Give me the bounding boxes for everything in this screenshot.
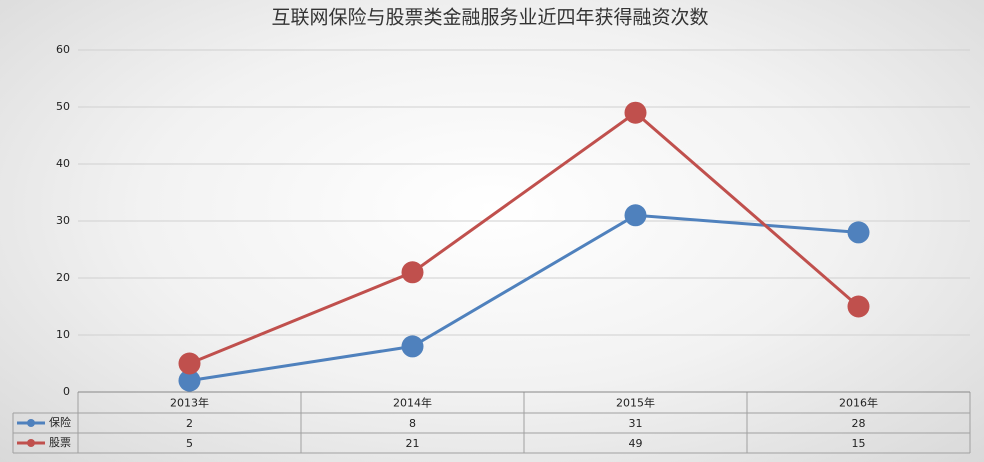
data-point: [401, 335, 424, 358]
y-tick-label: 20: [56, 271, 70, 284]
series-line: [188, 110, 860, 365]
data-point: [624, 204, 647, 227]
y-tick-label: 0: [63, 385, 70, 398]
data-point: [847, 295, 870, 318]
data-point: [847, 221, 870, 244]
x-tick-label: 2014年: [393, 396, 432, 410]
legend-key-marker: [27, 439, 35, 447]
table-value: 28: [852, 417, 866, 430]
chart-title: 互联网保险与股票类金融服务业近四年获得融资次数: [271, 7, 708, 29]
data-point: [624, 101, 647, 124]
table-value: 15: [852, 437, 866, 450]
table-value: 2: [186, 417, 193, 430]
legend-label: 保险: [49, 415, 71, 429]
data-point: [178, 352, 201, 375]
x-tick-label: 2013年: [170, 396, 209, 410]
table-value: 49: [629, 437, 643, 450]
table-value: 8: [409, 417, 416, 430]
data-point: [401, 261, 424, 284]
x-tick-label: 2015年: [616, 396, 655, 410]
y-tick-label: 10: [56, 328, 70, 341]
table-value: 31: [629, 417, 643, 430]
series-line: [189, 213, 859, 383]
data-point: [178, 369, 201, 392]
y-tick-label: 60: [56, 43, 70, 56]
y-tick-label: 50: [56, 100, 70, 113]
table-value: 21: [406, 437, 420, 450]
legend-key-marker: [27, 419, 35, 427]
y-tick-label: 30: [56, 214, 70, 227]
table-value: 5: [186, 437, 193, 450]
legend-label: 股票: [49, 436, 71, 449]
x-tick-label: 2016年: [839, 396, 878, 410]
y-tick-label: 40: [56, 157, 70, 170]
